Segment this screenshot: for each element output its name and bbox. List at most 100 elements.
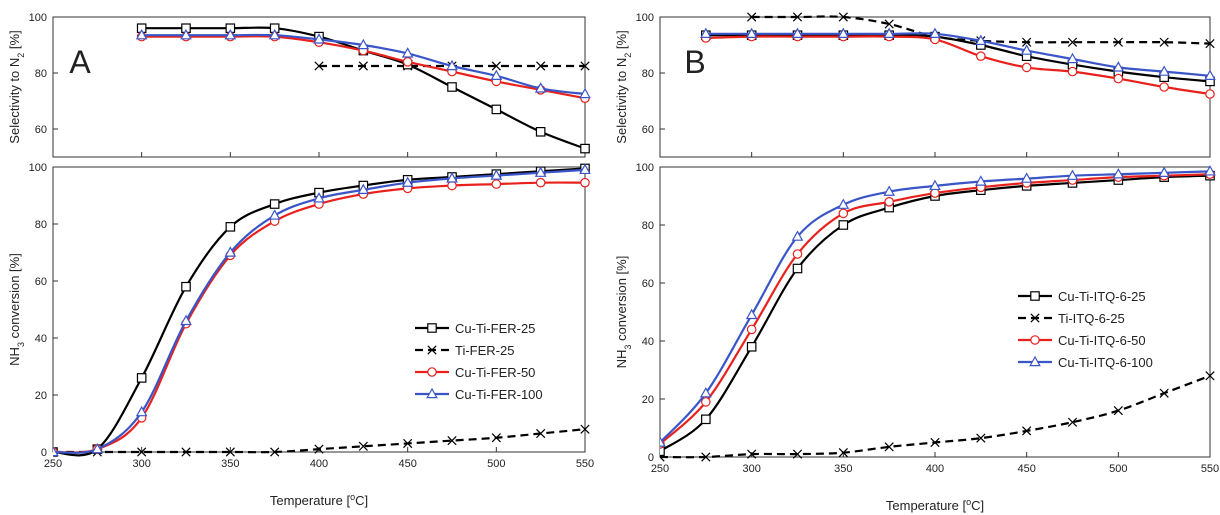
y-tick-label: 100: [29, 162, 47, 174]
bottom-point-cu-ti-fer-100: [135, 405, 148, 417]
bottom-line-cu-ti-itq-6-25: [660, 174, 1211, 453]
top-series-group: [135, 23, 591, 154]
bottom-point-ti-fer-25: [270, 447, 280, 457]
legend-marker-cu-ti-itq-6-25: [1030, 291, 1040, 301]
top-point-cu-ti-itq-6-100: [791, 27, 804, 39]
bottom-point-cu-ti-fer-100: [180, 314, 192, 326]
bottom-point-cu-ti-itq-6-100: [1020, 172, 1033, 183]
bottom-point-cu-ti-fer-50: [491, 179, 502, 189]
top-point-cu-ti-fer-100: [357, 38, 370, 50]
bottom-point-cu-ti-itq-6-100: [1204, 165, 1216, 176]
top-point-cu-ti-fer-100: [446, 59, 458, 71]
bottom-line-cu-ti-itq-6-50: [660, 173, 1211, 445]
top-point-cu-ti-itq-6-100: [883, 27, 895, 39]
bottom-point-cu-ti-fer-50: [580, 177, 590, 188]
x-tick-label: 450: [398, 458, 416, 470]
x-tick-label: 300: [742, 463, 760, 475]
top-point-ti-itq-6-25: [1067, 37, 1078, 47]
bottom-point-cu-ti-itq-6-25: [838, 220, 849, 230]
bottom-point-cu-ti-fer-25: [225, 222, 236, 232]
legend-marker-ti-itq-6-25: [1030, 313, 1040, 323]
bottom-point-cu-ti-itq-6-25: [746, 342, 757, 352]
bottom-point-cu-ti-fer-50: [535, 177, 546, 188]
bottom-point-ti-itq-6-25: [884, 442, 894, 452]
x-tick-label: 350: [834, 463, 852, 475]
top-point-ti-itq-6-25: [1113, 37, 1123, 47]
x-axis-title: Temperature [oC]: [270, 492, 368, 508]
bottom-point-ti-fer-25: [358, 441, 368, 451]
top-point-cu-ti-itq-6-100: [837, 27, 850, 39]
bottom-line-cu-ti-itq-6-100: [660, 170, 1211, 444]
bottom-point-ti-itq-6-25: [838, 448, 848, 458]
bottom-point-ti-itq-6-25: [1113, 405, 1123, 416]
bottom-point-ti-fer-25: [225, 447, 235, 457]
bottom-point-cu-ti-itq-6-50: [746, 324, 757, 335]
top-line-cu-ti-itq-6-25: [705, 33, 1211, 83]
top-line-ti-itq-6-25: [751, 15, 1211, 45]
top-point-cu-ti-fer-100: [224, 28, 237, 40]
y-tick-label: 60: [35, 124, 47, 136]
bottom-point-cu-ti-itq-6-100: [700, 386, 712, 398]
bottom-line-cu-ti-fer-25: [53, 167, 586, 457]
top-point-cu-ti-itq-6-100: [700, 27, 712, 39]
bottom-point-ti-fer-25: [181, 447, 191, 457]
bottom-point-cu-ti-itq-6-100: [929, 179, 941, 191]
y-tick-label: 40: [642, 336, 654, 348]
bottom-point-cu-ti-fer-100: [357, 183, 370, 194]
bottom-point-cu-ti-itq-6-25: [701, 414, 711, 425]
top-point-cu-ti-itq-6-100: [1020, 44, 1033, 55]
panel-letter: B: [684, 44, 705, 80]
bottom-point-ti-itq-6-25: [747, 449, 757, 459]
y-tick-label: 0: [41, 447, 47, 459]
bottom-point-cu-ti-itq-6-100: [975, 175, 987, 186]
top-series-group: [700, 12, 1216, 99]
top-line-cu-ti-itq-6-50: [705, 35, 1211, 96]
top-point-cu-ti-itq-6-100: [975, 34, 987, 46]
bottom-point-ti-itq-6-25: [701, 452, 711, 462]
bottom-point-ti-itq-6-25: [1205, 371, 1215, 381]
top-point-cu-ti-itq-6-100: [1066, 52, 1079, 64]
bottom-subplot: 0 20 40 60 80 100 NH3 conversion [%] 250 300 350 4…: [614, 162, 1219, 475]
bottom-point-ti-itq-6-25: [1022, 426, 1032, 436]
bottom-point-ti-fer-25: [137, 447, 147, 457]
bottom-point-cu-ti-itq-6-25: [792, 263, 803, 274]
bottom-point-cu-ti-itq-6-50: [792, 249, 803, 259]
top-point-cu-ti-itq-6-100: [1204, 69, 1216, 81]
bottom-point-cu-ti-fer-100: [224, 246, 237, 257]
bottom-point-cu-ti-fer-100: [446, 172, 458, 183]
top-point-ti-itq-6-25: [792, 12, 803, 22]
x-tick-label: 550: [576, 458, 594, 470]
top-point-cu-ti-fer-100: [180, 28, 192, 40]
top-point-cu-ti-itq-6-100: [1112, 61, 1125, 72]
x-tick-label: 500: [1109, 463, 1127, 475]
bottom-point-ti-fer-25: [447, 435, 457, 446]
x-axis-title: Temperature [oC]: [886, 497, 984, 513]
bottom-point-ti-fer-25: [403, 438, 413, 449]
legend-marker-cu-ti-itq-6-50: [1030, 335, 1040, 345]
bottom-point-ti-itq-6-25: [792, 449, 803, 459]
y-tick-label: 80: [35, 219, 47, 231]
y-tick-label: 60: [642, 278, 654, 290]
top-point-cu-ti-itq-6-100: [1158, 65, 1170, 76]
y-tick-label: 100: [636, 12, 654, 24]
top-point-cu-ti-fer-100: [268, 28, 281, 40]
y-tick-label: 100: [636, 162, 654, 174]
bottom-point-cu-ti-fer-100: [579, 163, 591, 175]
top-point-cu-ti-fer-50: [402, 56, 413, 67]
y-tick-label: 20: [642, 394, 654, 406]
top-point-cu-ti-fer-25: [580, 143, 590, 154]
bottom-point-cu-ti-itq-6-50: [701, 397, 711, 407]
bottom-point-cu-ti-fer-100: [53, 445, 59, 457]
y-tick-label: 0: [648, 452, 654, 464]
legend-label-cu-ti-fer-100: Cu-Ti-FER-100: [455, 387, 543, 402]
bottom-point-cu-ti-fer-100: [313, 192, 325, 203]
top-point-ti-itq-6-25: [1022, 37, 1032, 47]
bottom-point-ti-itq-6-25: [1067, 417, 1078, 427]
bottom-point-cu-ti-itq-6-100: [837, 198, 850, 209]
top-point-cu-ti-fer-100: [313, 33, 325, 44]
bottom-point-cu-ti-fer-25: [269, 199, 280, 209]
bottom-point-cu-ti-itq-6-100: [883, 185, 895, 196]
